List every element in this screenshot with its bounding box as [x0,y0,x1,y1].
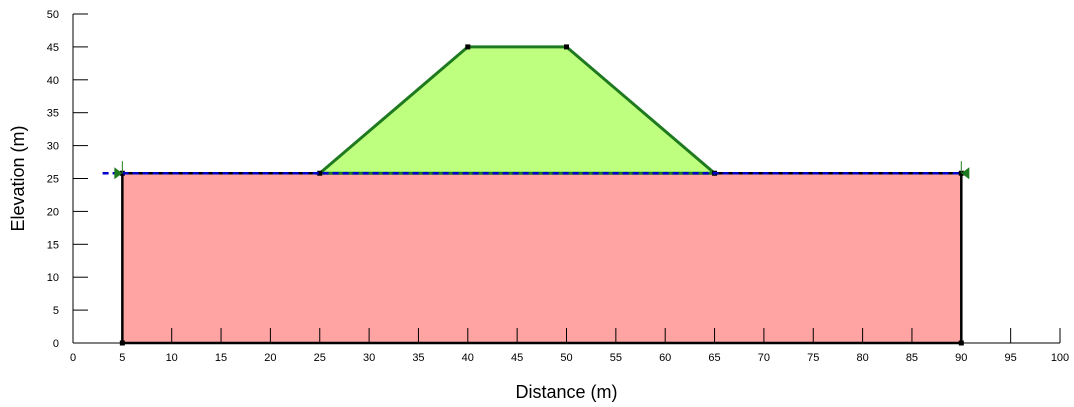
embankment-vertex-marker [564,44,569,50]
y-tick-label: 20 [47,206,59,218]
y-tick-label: 5 [53,305,59,317]
y-tick-label: 0 [53,338,59,350]
x-tick-label: 30 [363,352,375,364]
x-tick-label: 35 [412,352,424,364]
embankment-vertex-marker [317,170,323,176]
y-tick-label: 10 [47,272,59,284]
x-tick-label: 90 [955,352,967,364]
water-table-layer [102,161,970,180]
x-tick-label: 25 [314,352,326,364]
water-table-left-marker [114,167,123,180]
x-axis-title: Distance (m) [515,382,617,402]
x-tick-label: 50 [560,352,572,364]
x-tick-label: 65 [708,352,720,364]
y-tick-label: 35 [47,108,59,120]
x-tick-label: 45 [511,352,523,364]
y-tick-label: 40 [47,75,59,87]
water-table-right-marker [961,167,970,180]
x-tick-label: 95 [1005,352,1017,364]
foundation-region [121,171,963,345]
x-tick-label: 60 [659,352,671,364]
ticks-layer: 0 5 10 15 20 25 30 35 40 45 50 55 60 65 70 75 80 85 90 95 10… [47,9,1069,364]
y-tick-label: 50 [47,9,59,21]
y-tick-label: 15 [47,239,59,251]
embankment-vertex-marker [465,44,471,50]
y-tick-label: 30 [47,141,59,153]
x-tick-label: 15 [215,352,227,364]
y-axis-title: Elevation (m) [8,125,28,231]
x-tick-label: 75 [807,352,819,364]
x-tick-label: 100 [1051,352,1069,364]
y-tick-label: 25 [47,174,59,186]
x-tick-label: 85 [906,352,918,364]
x-tick-label: 5 [119,352,125,364]
x-tick-label: 70 [758,352,770,364]
x-tick-label: 10 [166,352,178,364]
y-tick-label: 45 [47,42,59,54]
regions-layer [119,44,964,346]
x-tick-label: 55 [610,352,622,364]
embankment-region [315,45,719,175]
x-tick-label: 0 [70,352,76,364]
x-tick-label: 20 [264,352,276,364]
x-tick-label: 80 [856,352,868,364]
x-tick-label: 40 [462,352,474,364]
